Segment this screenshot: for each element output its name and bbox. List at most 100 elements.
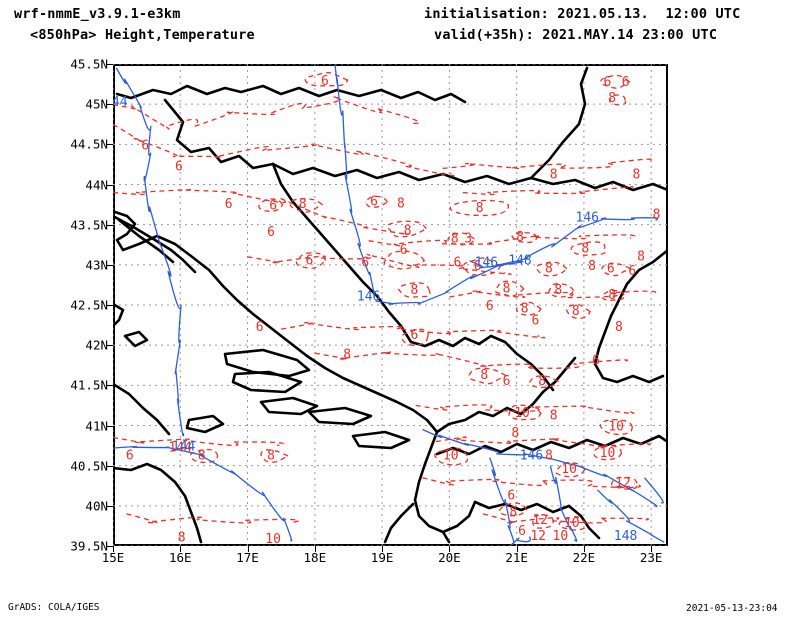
temperature-contour-line xyxy=(113,96,420,130)
x-axis-tick-mark xyxy=(583,546,585,552)
y-axis-tick-label: 40.5N xyxy=(70,458,108,474)
temperature-contour-line xyxy=(494,280,525,297)
temperature-contour-label: 8 xyxy=(343,347,351,362)
temperature-contour-line xyxy=(498,502,528,517)
temperature-contour-line xyxy=(449,290,657,299)
temperature-contour-label: 8 xyxy=(516,230,524,245)
y-axis-tick-label: 45N xyxy=(85,96,108,112)
height-contour-line xyxy=(469,260,523,269)
temperature-contour-label: 6 xyxy=(622,75,630,90)
x-axis-tick-label: 18E xyxy=(303,550,327,565)
y-axis-tick-mark xyxy=(107,546,113,547)
temperature-contour-label: 8 xyxy=(538,374,546,389)
temperature-contour-line xyxy=(434,447,469,466)
y-axis-tick-label: 42.5N xyxy=(70,297,108,313)
x-axis-tick-mark xyxy=(382,546,384,552)
x-axis-tick-mark xyxy=(247,546,249,552)
y-axis-tick-label: 42N xyxy=(85,337,108,353)
temperature-contour-label: 8 xyxy=(397,196,405,211)
temperature-contour-label: 6 xyxy=(474,259,482,274)
temperature-contour-label: 8 xyxy=(451,232,459,247)
temperature-contour-line xyxy=(449,199,510,217)
temperature-contour-label: 8 xyxy=(503,281,511,296)
y-axis-tick-label: 44N xyxy=(85,177,108,192)
x-axis-tick-label: 22E xyxy=(572,550,596,565)
y-axis-tick-mark xyxy=(107,305,113,306)
temperature-contour-line xyxy=(126,513,300,524)
temperature-contour-line xyxy=(599,418,633,436)
temperature-contour-line xyxy=(515,301,542,316)
temperature-contour-label: 8 xyxy=(615,320,623,335)
temperature-contour-label: 8 xyxy=(653,208,661,223)
temperature-contour-line xyxy=(447,232,476,246)
valid-time-label: valid(+35h): 2021.MAY.14 23:00 UTC xyxy=(434,27,718,43)
temperature-contour-line xyxy=(555,462,586,478)
temperature-contour-line xyxy=(468,367,508,385)
temperature-contour-line xyxy=(442,158,654,170)
x-axis-tick-mark xyxy=(449,546,451,552)
height-contour-label: 44 xyxy=(113,95,128,110)
temperature-contour-label: 6 xyxy=(321,74,329,89)
temperature-contour-line xyxy=(314,351,629,369)
temperature-contour-line xyxy=(532,514,554,529)
temperature-contour-label: 6 xyxy=(269,199,277,214)
temperature-contour-line xyxy=(422,477,641,489)
y-axis-tick-label: 39.5N xyxy=(70,538,108,554)
x-axis-tick-mark xyxy=(113,546,114,552)
temperature-contour-line xyxy=(566,303,591,320)
height-contour-label: 148 xyxy=(508,253,531,268)
temperature-contour-line xyxy=(289,198,324,213)
temperature-contour-line xyxy=(113,436,284,447)
temperature-contour-label: 10 xyxy=(514,406,530,421)
temperature-contour-line xyxy=(189,448,219,464)
temperature-contour-label: 8 xyxy=(608,91,616,106)
temperature-contour-label: 8 xyxy=(267,449,275,464)
temperature-contour-line xyxy=(593,444,622,461)
y-axis-tick-mark xyxy=(107,385,113,387)
temperature-contour-label: 6 xyxy=(306,253,314,268)
temperature-contour-label: 6 xyxy=(607,261,615,276)
temperature-contour-label: 6 xyxy=(507,489,515,504)
temperature-contour-label: 10 xyxy=(564,516,580,531)
height-contour-line xyxy=(509,536,531,546)
temperature-contour-label: 6 xyxy=(592,354,600,369)
temperature-contour-label: 6 xyxy=(503,374,511,389)
x-axis-tick-label: 16E xyxy=(168,550,192,565)
temperature-contour-label: 6 xyxy=(141,138,149,153)
height-contour-line xyxy=(334,64,375,295)
temperature-contour-line xyxy=(415,404,635,415)
temperature-contour-label: 8 xyxy=(581,241,589,256)
x-axis-tick-label: 17E xyxy=(236,550,259,565)
model-name-label: wrf-nmmE_v3.9.1-e3km xyxy=(14,6,181,22)
temperature-contour-label: 8 xyxy=(178,530,186,545)
temperature-contour-label: 10 xyxy=(265,532,281,546)
temperature-contour-label: 8 xyxy=(550,167,558,182)
temperature-contour-label: 8 xyxy=(521,302,529,317)
temperature-contour-label: 6 xyxy=(256,320,264,335)
temperature-contour-label: 6 xyxy=(267,225,275,240)
y-axis-tick-label: 45.5N xyxy=(70,56,108,72)
temperature-contour-label: 12 xyxy=(615,476,631,491)
height-contour-label: 148 xyxy=(614,529,637,544)
temperature-contour-line xyxy=(601,262,632,277)
y-axis-tick-label: 43.5N xyxy=(70,217,108,233)
temperature-contour-line xyxy=(511,232,538,244)
x-axis-tick-mark xyxy=(180,546,182,552)
height-contour-line xyxy=(422,428,658,508)
temperature-contour-label: 8 xyxy=(299,197,307,212)
y-axis-tick-mark xyxy=(107,64,113,65)
y-axis-tick-mark xyxy=(107,104,113,106)
temperature-contour-line xyxy=(397,282,431,298)
temperature-contour-line xyxy=(365,195,389,208)
temperature-contour-label: 8 xyxy=(509,505,517,520)
temperature-contour-label: 6 xyxy=(454,256,462,271)
temperature-contour-line xyxy=(258,198,284,212)
temperature-contour-line xyxy=(113,123,456,177)
temperature-contour-label: 6 xyxy=(126,449,134,464)
temperature-contour-label: 8 xyxy=(632,167,640,182)
temperature-contour-label: 8 xyxy=(545,449,553,464)
temperature-contour-line xyxy=(462,186,634,196)
temperature-contour-label: 6 xyxy=(225,197,233,212)
temperature-contour-label: 10 xyxy=(608,420,624,435)
